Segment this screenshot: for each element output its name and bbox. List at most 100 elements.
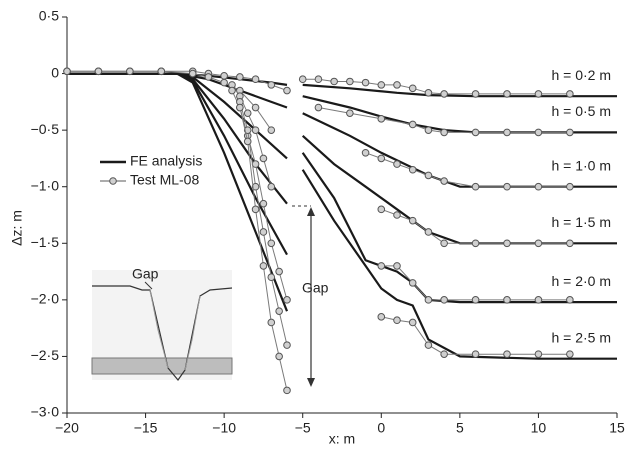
test-point xyxy=(471,296,480,304)
test-point xyxy=(283,341,291,349)
test-point xyxy=(63,67,71,76)
test-point xyxy=(259,262,268,270)
test-point xyxy=(393,262,401,270)
fe-line xyxy=(67,72,617,98)
test-point xyxy=(259,228,268,236)
test-point xyxy=(377,115,386,123)
test-point xyxy=(275,307,283,315)
test-point xyxy=(267,182,276,191)
test-point xyxy=(377,154,386,163)
test-point xyxy=(471,128,480,137)
test-point xyxy=(471,350,480,358)
test-point xyxy=(361,78,370,87)
test-point xyxy=(283,386,291,395)
y-tick-label: 0 xyxy=(51,64,59,80)
test-point xyxy=(408,216,417,225)
test-point xyxy=(188,69,197,78)
test-point xyxy=(377,205,386,214)
x-tick-label: −5 xyxy=(295,420,311,436)
test-point xyxy=(534,296,543,304)
test-point xyxy=(408,120,417,129)
test-point xyxy=(346,77,354,86)
test-point xyxy=(534,350,543,358)
test-point xyxy=(283,296,291,304)
test-point xyxy=(566,90,574,98)
legend-marker xyxy=(109,177,117,185)
y-tick-label: 0·5 xyxy=(39,8,59,24)
test-point xyxy=(220,78,228,87)
test-point xyxy=(267,126,276,134)
annotation: Gap xyxy=(302,280,329,296)
test-point xyxy=(566,239,574,248)
test-point xyxy=(440,128,448,137)
curve-label: h = 0·5 m xyxy=(551,103,611,119)
test-point xyxy=(471,182,480,191)
test-point xyxy=(424,89,433,97)
y-tick-label: −0·5 xyxy=(31,121,60,137)
test-point xyxy=(275,352,283,361)
fe-line xyxy=(67,72,617,134)
test-point xyxy=(503,128,511,137)
test-point xyxy=(408,318,417,327)
test-point xyxy=(393,160,401,168)
test-point xyxy=(440,296,448,304)
test-point xyxy=(534,239,543,248)
test-point xyxy=(503,182,511,191)
test-point xyxy=(503,90,511,98)
test-point xyxy=(440,177,448,185)
test-line xyxy=(231,84,570,188)
test-point xyxy=(377,262,386,270)
test-point xyxy=(259,154,268,163)
test-point xyxy=(534,182,543,191)
test-point xyxy=(534,128,543,137)
test-point xyxy=(314,75,323,84)
y-tick-label: −1·5 xyxy=(31,234,60,250)
test-point xyxy=(267,318,276,327)
arrow-head xyxy=(307,207,315,216)
test-point xyxy=(126,67,134,76)
test-point xyxy=(424,341,433,349)
x-tick-label: −10 xyxy=(212,420,236,436)
test-point xyxy=(267,239,276,248)
test-point xyxy=(393,316,401,325)
test-point xyxy=(346,109,354,117)
test-point xyxy=(424,126,433,134)
x-tick-label: 10 xyxy=(531,420,547,436)
x-tick-label: 5 xyxy=(456,420,464,436)
curve-label: h = 1·0 m xyxy=(551,157,611,173)
test-point xyxy=(204,73,213,81)
test-point xyxy=(503,239,511,248)
test-point xyxy=(283,86,291,95)
y-axis-label: Δz: m xyxy=(9,210,25,246)
curve-label: h = 1·5 m xyxy=(551,214,611,230)
annotation: Gap xyxy=(132,266,159,282)
test-point xyxy=(251,205,260,214)
curve-label: h = 0·2 m xyxy=(551,67,611,83)
test-point xyxy=(251,75,260,84)
x-tick-label: 0 xyxy=(377,420,385,436)
x-axis-label: x: m xyxy=(329,431,355,447)
test-point xyxy=(408,84,417,93)
test-point xyxy=(243,109,252,117)
x-tick-label: 15 xyxy=(609,420,625,436)
test-point xyxy=(298,75,307,84)
test-point xyxy=(408,165,417,174)
test-point xyxy=(471,90,480,98)
test-line xyxy=(67,70,570,133)
test-point xyxy=(566,350,574,358)
test-point xyxy=(243,137,252,146)
test-point xyxy=(424,171,433,180)
test-point xyxy=(220,72,228,80)
test-point xyxy=(236,103,244,112)
curve-label: h = 2·5 m xyxy=(551,329,611,345)
x-tick-label: −15 xyxy=(134,420,158,436)
test-point xyxy=(267,273,276,282)
test-point xyxy=(228,86,236,95)
y-tick-label: −2·5 xyxy=(31,347,60,363)
test-point xyxy=(534,90,543,98)
test-point xyxy=(377,81,386,89)
test-point xyxy=(377,313,386,321)
test-line xyxy=(239,101,570,346)
test-point xyxy=(243,126,252,134)
test-point xyxy=(251,126,260,134)
